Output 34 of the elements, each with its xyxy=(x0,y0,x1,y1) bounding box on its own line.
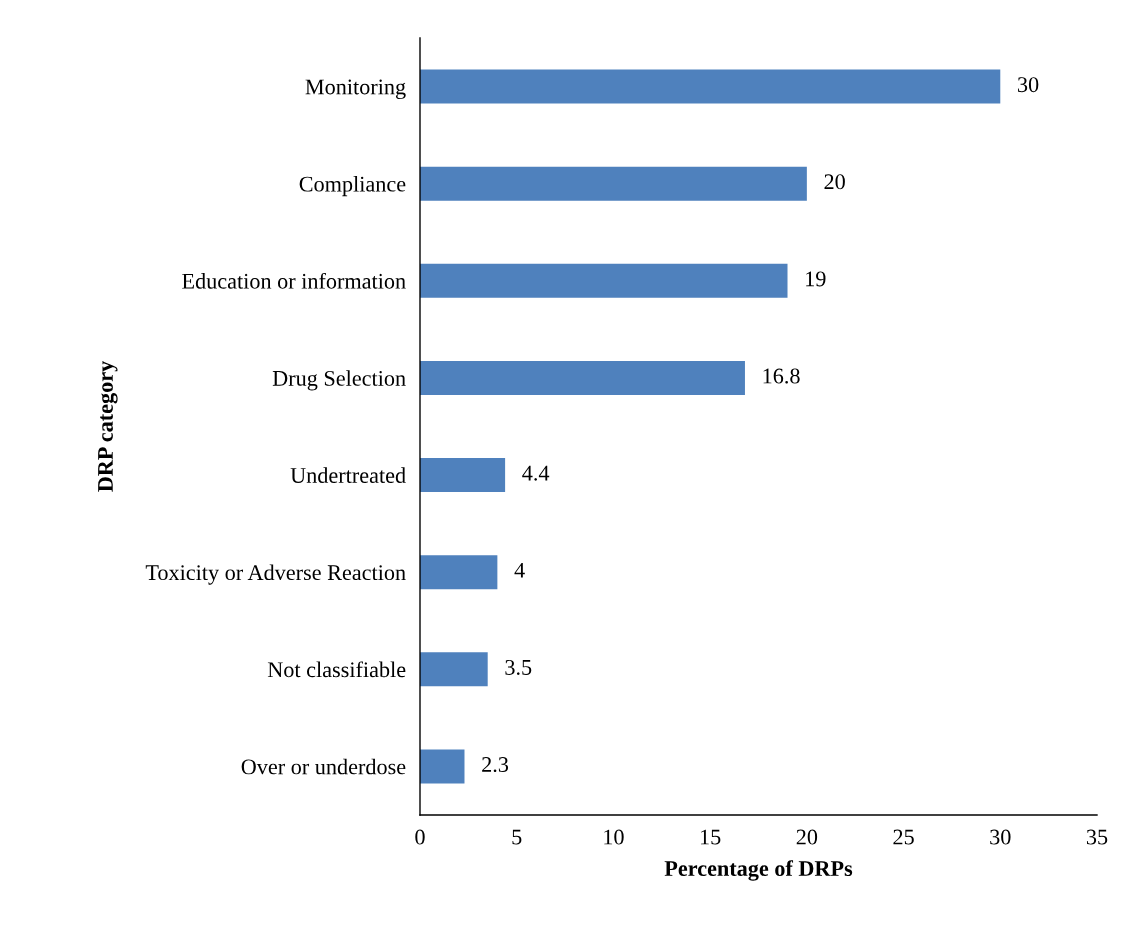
bar xyxy=(420,360,745,395)
y-tick-label: Drug Selection xyxy=(272,370,406,391)
bar xyxy=(420,749,465,784)
x-tick-label: 20 xyxy=(796,829,818,845)
x-tick-label: 30 xyxy=(990,829,1011,845)
bar xyxy=(420,555,498,590)
y-tick-label: Over or underdose xyxy=(241,758,406,775)
data-label: 30 xyxy=(1018,77,1039,93)
y-tick-label: Not classifiable xyxy=(267,661,406,678)
data-label: 19 xyxy=(806,271,826,287)
y-tick-label: Education or information xyxy=(182,272,406,289)
y-tick-label: Toxicity or Adverse Reaction xyxy=(145,564,406,585)
data-label: 20 xyxy=(824,174,845,190)
bar xyxy=(420,458,506,493)
bar xyxy=(420,69,1001,104)
data-label: 16.8 xyxy=(763,368,800,384)
x-tick-label: 10 xyxy=(604,829,624,845)
x-tick-label: 35 xyxy=(1086,829,1108,845)
y-tick-label: Monitoring xyxy=(305,79,406,100)
y-tick-label: Undertreated xyxy=(290,467,406,483)
x-tick-label: 25 xyxy=(893,829,914,845)
data-label: 4 xyxy=(514,562,525,578)
data-label: 3.5 xyxy=(505,659,532,675)
bar xyxy=(420,263,788,298)
data-label: 4.4 xyxy=(522,465,550,481)
y-tick-label: Compliance xyxy=(299,175,406,197)
x-tick-label: 5 xyxy=(512,829,522,845)
bar xyxy=(420,652,488,687)
x-tick-label: 15 xyxy=(700,829,721,845)
x-axis-title: Percentage of DRPs xyxy=(664,860,853,881)
y-axis-title: DRP category xyxy=(98,361,118,492)
bar xyxy=(420,166,807,201)
data-label: 2.3 xyxy=(482,757,509,773)
x-tick-label: 0 xyxy=(415,829,425,845)
